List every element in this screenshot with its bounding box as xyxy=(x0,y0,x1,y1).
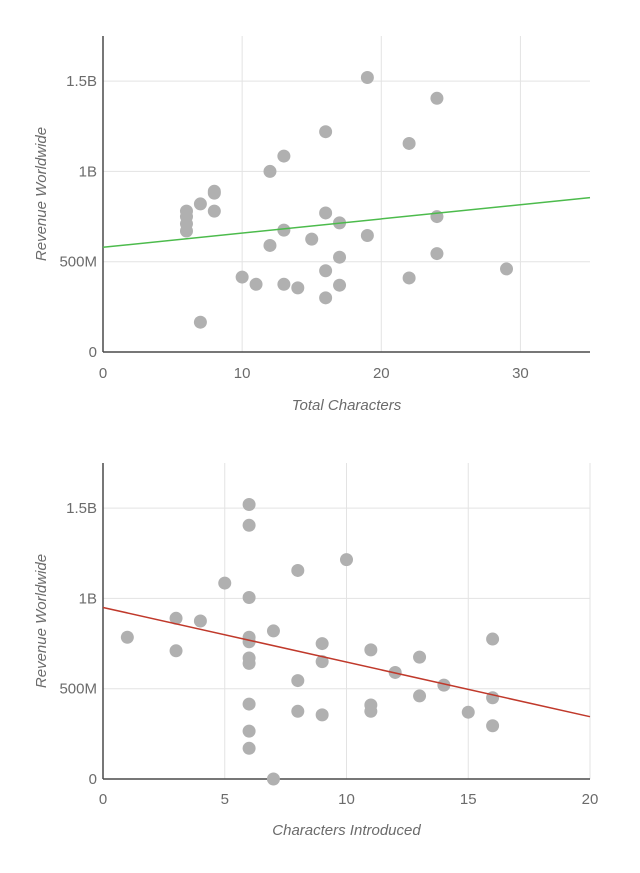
data-point xyxy=(242,518,256,532)
x-tick-label: 0 xyxy=(99,365,107,382)
x-tick-label: 20 xyxy=(582,791,599,808)
data-point xyxy=(315,655,329,669)
x-tick-label: 10 xyxy=(338,791,355,808)
trendline xyxy=(102,196,591,249)
data-point xyxy=(193,197,207,211)
data-point xyxy=(291,281,305,295)
data-point xyxy=(319,264,333,278)
data-point xyxy=(266,624,280,638)
data-point xyxy=(305,232,319,246)
data-point xyxy=(242,635,256,649)
data-point xyxy=(242,724,256,738)
data-point xyxy=(291,674,305,688)
y-tick-label: 0 xyxy=(89,344,97,361)
data-point xyxy=(193,315,207,329)
y-tick-label: 1B xyxy=(79,590,97,607)
data-point xyxy=(315,637,329,651)
data-point xyxy=(364,704,378,718)
x-tick-label: 30 xyxy=(512,365,529,382)
data-point xyxy=(179,224,193,238)
data-point xyxy=(242,697,256,711)
y-tick-label: 500M xyxy=(59,681,97,698)
data-point xyxy=(402,136,416,150)
chart-total-characters: 0 500M 1B 1.5B 0 10 20 30 Total Characters Revenu… xyxy=(33,36,591,414)
x-axis-title: Total Characters xyxy=(292,397,402,414)
data-point xyxy=(360,71,374,85)
data-point xyxy=(413,689,427,703)
data-point xyxy=(193,614,207,628)
x-tick-label: 15 xyxy=(460,791,477,808)
data-point xyxy=(430,91,444,105)
data-point xyxy=(319,206,333,220)
data-point xyxy=(263,238,277,252)
x-tick-label: 10 xyxy=(234,365,251,382)
data-point xyxy=(169,644,183,658)
trendline xyxy=(102,606,591,718)
data-point xyxy=(364,643,378,657)
y-tick-label: 1B xyxy=(79,163,97,180)
y-tick-label: 0 xyxy=(89,771,97,788)
data-point xyxy=(169,611,183,625)
y-axis-title: Revenue Worldwide xyxy=(33,554,50,688)
data-point xyxy=(486,719,500,733)
data-point xyxy=(437,678,451,692)
data-point xyxy=(277,149,291,163)
y-tick-label: 500M xyxy=(59,254,97,271)
data-point xyxy=(319,125,333,139)
y-axis-title: Revenue Worldwide xyxy=(33,127,50,261)
data-point xyxy=(486,632,500,646)
y-tick-label: 1.5B xyxy=(66,500,97,517)
x-tick-label: 5 xyxy=(221,791,229,808)
data-point xyxy=(461,705,475,719)
data-point xyxy=(120,630,134,644)
data-point xyxy=(242,591,256,605)
data-point xyxy=(266,772,280,786)
x-tick-label: 20 xyxy=(373,365,390,382)
data-point xyxy=(218,576,232,590)
data-point xyxy=(291,563,305,577)
data-point xyxy=(242,656,256,670)
data-point xyxy=(402,271,416,285)
data-point xyxy=(333,278,347,292)
chart-characters-introduced: 0 500M 1B 1.5B 0 5 10 15 20 Characters Introduced… xyxy=(33,463,599,839)
data-point xyxy=(277,277,291,291)
data-point xyxy=(340,553,353,567)
x-axis-title: Characters Introduced xyxy=(272,822,421,839)
data-point xyxy=(319,291,333,305)
data-point xyxy=(277,223,291,237)
x-tick-label: 0 xyxy=(99,791,107,808)
data-point xyxy=(291,704,305,718)
y-tick-label: 1.5B xyxy=(66,73,97,90)
data-point xyxy=(333,250,347,264)
data-point xyxy=(430,247,444,261)
data-point xyxy=(500,262,514,276)
data-point xyxy=(249,277,263,291)
data-point xyxy=(360,229,374,243)
data-point xyxy=(242,741,256,755)
data-point xyxy=(315,708,329,722)
data-point xyxy=(242,498,256,512)
data-point xyxy=(207,204,221,218)
data-point xyxy=(235,270,249,284)
data-point xyxy=(263,164,277,178)
data-point xyxy=(207,184,221,198)
data-point xyxy=(413,650,427,664)
